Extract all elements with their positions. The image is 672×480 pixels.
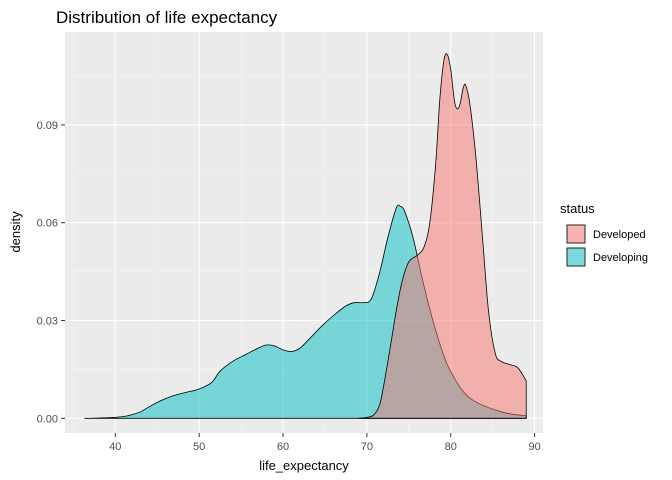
legend-title: status (560, 201, 595, 216)
x-tick-label: 70 (361, 441, 373, 453)
y-tick-label: 0.06 (37, 218, 58, 230)
x-tick-label: 40 (109, 441, 121, 453)
x-axis: 40 50 60 70 80 90 (109, 433, 541, 453)
y-tick-label: 0.03 (37, 316, 58, 328)
y-axis-title: density (8, 211, 23, 253)
legend-key-developed (566, 224, 586, 244)
x-tick-label: 60 (277, 441, 289, 453)
y-tick-label: 0.09 (37, 120, 58, 132)
x-tick-label: 80 (445, 441, 457, 453)
legend-label-developed: Developed (593, 229, 646, 241)
density-area-developed (358, 53, 527, 419)
x-tick-label: 90 (528, 441, 540, 453)
density-areas (84, 53, 527, 419)
chart-title: Distribution of life expectancy (56, 8, 278, 27)
y-axis: 0.00 0.03 0.06 0.09 (37, 120, 65, 425)
density-outline-developed (358, 53, 527, 419)
legend: status Developed Developing (560, 201, 648, 267)
x-axis-title: life_expectancy (259, 458, 349, 473)
legend-items: Developed Developing (566, 224, 648, 267)
y-tick-label: 0.00 (37, 413, 58, 425)
legend-label-developing: Developing (593, 252, 648, 264)
x-tick-label: 50 (193, 441, 205, 453)
legend-key-developing (566, 247, 586, 267)
